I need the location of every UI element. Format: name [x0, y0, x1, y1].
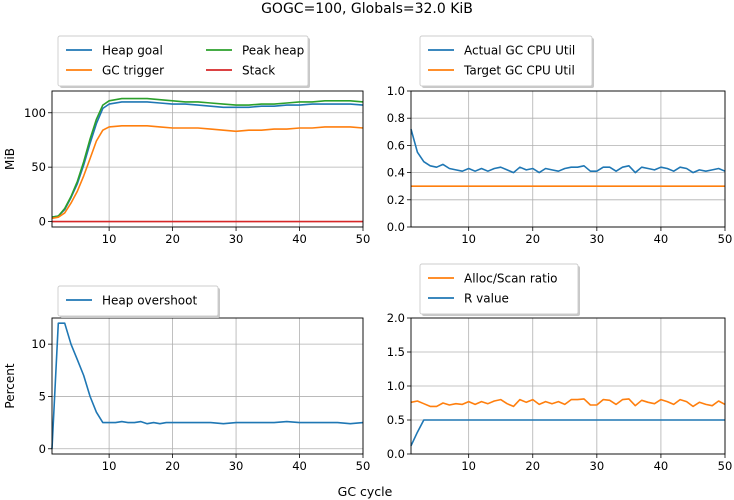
y-tick-label: 0.2 — [387, 193, 405, 207]
x-tick-label: 40 — [654, 232, 669, 246]
legend-label: Stack — [242, 64, 275, 78]
axes-frame — [51, 317, 364, 455]
y-tick-label: 0.0 — [387, 447, 405, 461]
y-tick-label: 2.0 — [387, 311, 405, 325]
legend-label: Heap goal — [102, 44, 163, 58]
x-tick-label: 50 — [356, 459, 371, 473]
x-tick-label: 30 — [590, 232, 605, 246]
axes-frame — [51, 90, 364, 228]
legend-box — [419, 263, 579, 315]
x-tick-label: 30 — [590, 459, 605, 473]
series-line-alloc-scan-ratio — [410, 398, 726, 408]
series-line-heap-overshoot — [51, 322, 364, 449]
x-tick-label: 50 — [356, 232, 371, 246]
x-tick-label: 50 — [718, 459, 733, 473]
x-tick-label: 50 — [718, 232, 733, 246]
x-tick-label: 20 — [165, 459, 180, 473]
x-tick-label: 10 — [102, 459, 117, 473]
chart-panel-top-right: 10 20 30 40 50 0.0 0.2 0.4 0.6 0.8 1.0 Actual GC CP… — [387, 35, 733, 246]
x-tick-label: 20 — [525, 232, 540, 246]
shared-x-axis-label: GC cycle — [338, 484, 393, 499]
y-tick-label: 0 — [39, 442, 46, 456]
legend-label: GC trigger — [102, 64, 164, 78]
y-tick-label: 10 — [31, 337, 46, 351]
legend-label: Alloc/Scan ratio — [464, 272, 558, 286]
x-tick-label: 30 — [229, 459, 244, 473]
series-line-peak-heap — [51, 97, 364, 218]
x-tick-label: 20 — [525, 459, 540, 473]
y-tick-label: 1.5 — [387, 345, 405, 359]
x-tick-label: 10 — [461, 459, 476, 473]
y-tick-label: 0.4 — [387, 166, 405, 180]
legend-box — [57, 285, 219, 317]
x-tick-label: 40 — [292, 232, 307, 246]
series-line-actual-gc-cpu-util — [410, 128, 726, 174]
y-tick-label: 0.6 — [387, 138, 405, 152]
x-tick-label: 40 — [654, 459, 669, 473]
chart-panel-top-left: 10 20 30 40 50 0 50 100 MiB Heap goal Peak heap GC … — [3, 35, 371, 246]
legend-box — [419, 35, 593, 87]
y-axis-label: Percent — [3, 363, 17, 408]
y-tick-label: 0 — [39, 215, 46, 229]
x-tick-label: 20 — [165, 232, 180, 246]
chart-panel-bottom-right: 10 20 30 40 50 0.0 0.5 1.0 1.5 2.0 Alloc/Scan rati… — [387, 263, 733, 473]
legend-label: Heap overshoot — [102, 294, 197, 308]
series-line-gc-trigger — [51, 125, 364, 220]
series-line-r-value — [410, 419, 725, 447]
legend-label: R value — [464, 292, 509, 306]
figure-title: GOGC=100, Globals=32.0 KiB — [261, 1, 473, 17]
x-tick-label: 40 — [292, 459, 307, 473]
legend-box — [57, 35, 309, 87]
y-tick-label: 100 — [24, 106, 46, 120]
series-line-heap-goal — [51, 101, 364, 218]
y-tick-label: 5 — [39, 389, 46, 403]
y-tick-label: 1.0 — [387, 84, 405, 98]
y-tick-label: 50 — [31, 160, 46, 174]
legend-label: Target GC CPU Util — [463, 64, 575, 78]
x-tick-label: 30 — [229, 232, 244, 246]
y-tick-label: 0.0 — [387, 220, 405, 234]
legend-label: Peak heap — [242, 44, 304, 58]
chart-panel-bottom-left: 10 20 30 40 50 0 5 10 Percent Heap overshoot — [3, 285, 371, 473]
y-axis-label: MiB — [3, 148, 17, 170]
y-tick-label: 0.8 — [387, 111, 405, 125]
y-tick-label: 0.5 — [387, 413, 405, 427]
legend-label: Actual GC CPU Util — [464, 44, 575, 58]
axes-frame — [410, 90, 726, 228]
x-tick-label: 10 — [461, 232, 476, 246]
y-tick-label: 1.0 — [387, 379, 405, 393]
x-tick-label: 10 — [102, 232, 117, 246]
